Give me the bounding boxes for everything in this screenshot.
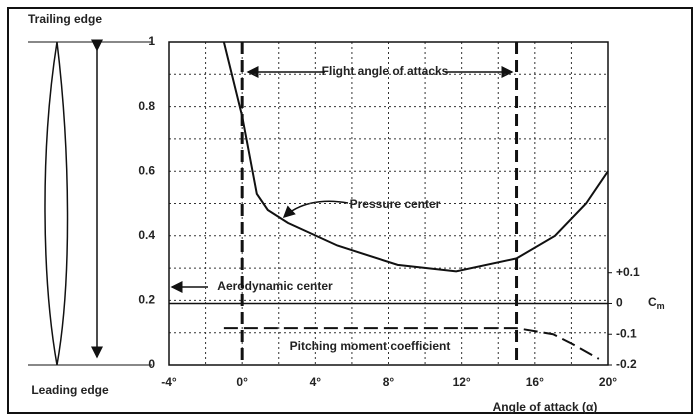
x-tick-label: 16° [526,375,544,389]
y2-tick-label: -0.1 [616,326,637,340]
y2-tick-label: -0.2 [616,357,637,371]
annotation: Trailing edge [28,12,102,26]
annotation: Pressure center [350,197,441,211]
x-tick-label: 20° [599,375,617,389]
plot-frame [168,41,609,366]
y-tick-label: 0.6 [138,163,155,177]
series-line [223,327,600,360]
y2-axis-label: Cm [648,295,665,311]
y2-tick-label: 0 [616,296,623,310]
x-tick-label: 4° [310,375,322,389]
frame [7,7,693,414]
y2-label-sub: m [657,301,665,311]
y2-label-base: C [648,295,657,309]
airfoil [44,41,69,366]
x-axis-label: Angle of attack (α) [493,400,598,414]
x-tick-label: 0° [236,375,248,389]
y-tick-label: 1 [148,34,155,48]
y-tick-label: 0.2 [138,293,155,307]
annotation: Pitching moment coefficient [290,339,451,353]
y-tick-label: 0.8 [138,99,155,113]
y-tick-label: 0.4 [138,228,155,242]
x-tick-label: 8° [383,375,395,389]
x-tick-label: -4° [161,375,177,389]
x-tick-label: 12° [453,375,471,389]
annotation: Leading edge [31,383,109,397]
annotation: Aerodynamic center [217,279,333,293]
y2-tick-label: +0.1 [616,265,640,279]
series-line [222,41,609,273]
y-tick-label: 0 [148,357,155,371]
annotation: Flight angle of attacks [322,64,449,78]
